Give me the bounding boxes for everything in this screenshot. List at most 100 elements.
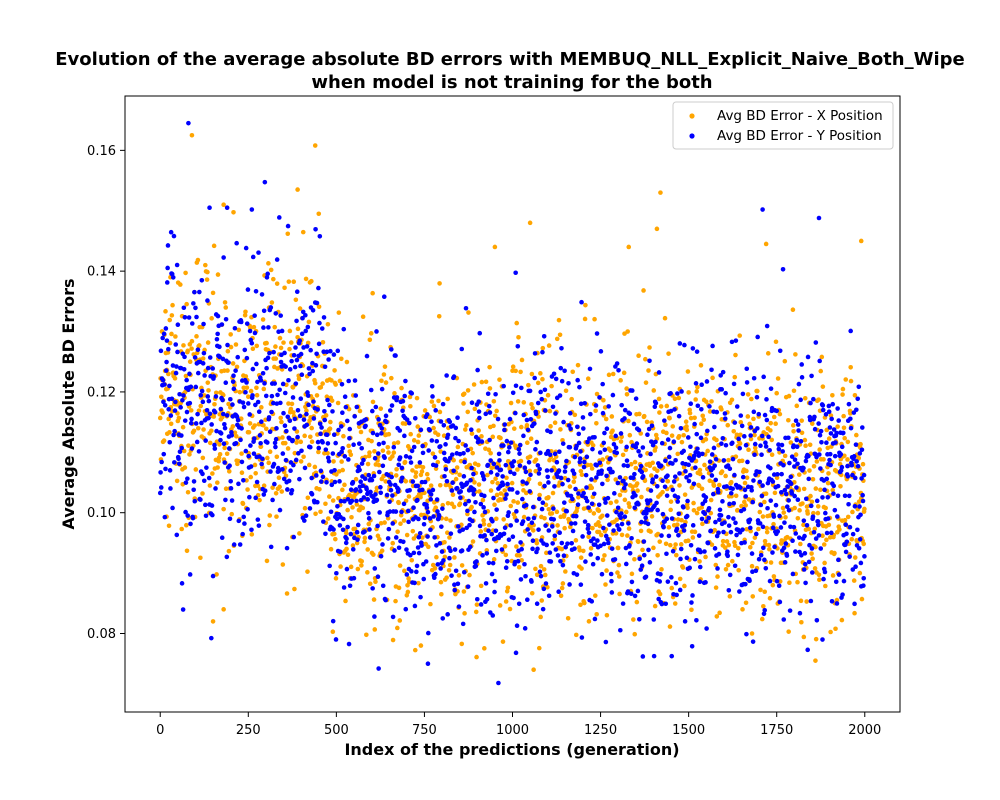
data-point [244, 385, 250, 390]
data-point [791, 524, 797, 530]
data-point [292, 416, 298, 422]
data-point [188, 521, 193, 527]
data-point [304, 344, 310, 349]
data-point [507, 606, 513, 612]
data-point [185, 489, 191, 495]
data-point [358, 429, 364, 435]
data-point [285, 446, 291, 451]
data-point [510, 364, 516, 370]
data-point [251, 451, 257, 456]
data-point [681, 432, 686, 438]
data-point [570, 369, 576, 375]
data-point [503, 552, 509, 558]
data-point [247, 328, 253, 334]
data-point [503, 565, 509, 570]
data-point [739, 458, 745, 464]
data-point [469, 400, 475, 406]
data-point [675, 391, 680, 396]
legend-label-x-position: Avg BD Error - X Position [717, 108, 883, 124]
data-point [521, 514, 527, 520]
data-point [860, 498, 866, 504]
data-point [520, 479, 526, 484]
data-point [537, 466, 542, 472]
x-tick-label: 750 [412, 723, 437, 738]
data-point [530, 528, 536, 533]
data-point [744, 475, 750, 480]
data-point [725, 562, 731, 568]
data-point [831, 491, 836, 496]
data-point [536, 645, 542, 651]
data-point [683, 419, 689, 425]
data-point [229, 433, 235, 438]
data-point [697, 564, 703, 570]
data-point [618, 439, 624, 444]
data-point [548, 429, 553, 435]
data-point [302, 433, 307, 439]
data-point [446, 459, 451, 464]
data-point [775, 472, 780, 477]
data-point [172, 376, 178, 381]
data-point [601, 440, 607, 446]
data-point [490, 560, 496, 566]
data-point [519, 546, 524, 552]
data-point [192, 289, 197, 295]
data-point [607, 522, 612, 527]
data-point [575, 424, 580, 430]
data-point [325, 516, 331, 521]
data-point [743, 503, 748, 508]
data-point [378, 406, 384, 411]
data-point [461, 401, 466, 406]
data-point [206, 475, 212, 481]
data-point [824, 530, 830, 536]
data-point [659, 440, 665, 446]
data-point [815, 504, 821, 509]
data-point [716, 517, 722, 522]
data-point [438, 566, 443, 571]
data-point [615, 570, 620, 575]
data-point [553, 411, 558, 416]
data-point [697, 467, 703, 473]
data-point [393, 535, 399, 540]
data-point [515, 558, 521, 564]
data-point [828, 413, 834, 418]
data-point [269, 409, 274, 415]
data-point [224, 413, 230, 418]
data-point [169, 331, 174, 337]
data-point [546, 495, 551, 500]
data-point [764, 397, 769, 402]
data-point [636, 353, 641, 358]
data-point [420, 443, 425, 449]
data-point [578, 582, 584, 587]
data-point [253, 470, 258, 476]
data-point [170, 363, 176, 368]
data-point [304, 411, 309, 417]
data-point [499, 547, 505, 552]
data-point [847, 554, 852, 559]
data-point [771, 514, 777, 519]
outlier-point [527, 220, 533, 226]
data-point [727, 572, 733, 578]
data-point [264, 275, 270, 280]
data-point [264, 365, 269, 371]
data-point [838, 483, 843, 489]
data-point [333, 382, 338, 387]
data-point [672, 474, 678, 479]
data-point [852, 475, 858, 481]
data-point [187, 452, 192, 457]
data-point [764, 529, 770, 535]
data-point [662, 315, 668, 321]
data-point [367, 337, 373, 343]
data-point [597, 523, 603, 529]
data-point [791, 443, 796, 448]
data-point [413, 470, 419, 475]
data-point [562, 525, 567, 531]
data-point [406, 494, 412, 499]
data-point [567, 444, 573, 450]
data-point [429, 399, 435, 404]
data-point [802, 437, 808, 443]
data-point [280, 467, 285, 472]
data-point [732, 472, 737, 478]
data-point [771, 414, 777, 420]
data-point [762, 608, 768, 613]
data-point [552, 533, 558, 539]
